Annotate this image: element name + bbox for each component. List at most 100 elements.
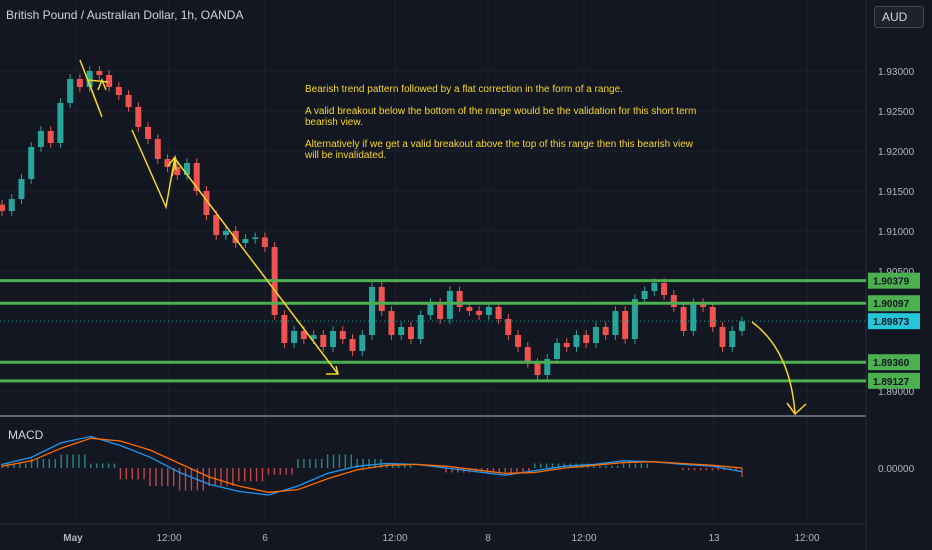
level-tag-2 (868, 354, 920, 371)
time-tick-label-6: 13 (708, 533, 720, 544)
candle-body-3 (28, 147, 35, 179)
candle-body-10 (96, 71, 103, 75)
candle-body-62 (602, 327, 609, 335)
candle-body-20 (193, 163, 200, 191)
zigzag-drawing-1 (79, 59, 109, 118)
time-tick-label-4: 8 (485, 533, 491, 544)
candle-body-40 (388, 311, 395, 335)
note-line-2: A valid breakout below the bottom of the… (305, 106, 697, 128)
candle-body-45 (437, 303, 444, 319)
price-tick-label-5: 1.90500 (878, 267, 915, 278)
candle-body-43 (417, 315, 424, 339)
macd-pane (1, 435, 743, 496)
candle-body-37 (359, 335, 366, 351)
level-tag-text-0: 1.90379 (873, 277, 910, 288)
candle-body-59 (573, 335, 580, 347)
candle-body-47 (456, 291, 463, 307)
candle-body-58 (563, 343, 570, 347)
level-tag-text-1: 1.90097 (873, 299, 910, 310)
candle-body-23 (222, 231, 229, 235)
candle-body-21 (203, 191, 210, 215)
candle-body-26 (252, 237, 259, 239)
signal-line (1, 437, 743, 493)
candle-body-1 (8, 199, 15, 211)
candle-body-60 (583, 335, 590, 343)
level-labels: 1.90379 1.90097 1.89360 1.89127 1.89873 (868, 272, 920, 389)
candle-body-12 (115, 87, 122, 95)
time-tick-label-1: 12:00 (156, 533, 181, 544)
chart-title: British Pound / Australian Dollar, 1h, O… (6, 8, 244, 22)
candle-body-76 (739, 321, 745, 331)
price-tick-label-2: 1.92000 (878, 147, 915, 158)
macd-line (1, 435, 743, 496)
current-price-text: 1.89873 (873, 317, 910, 328)
candle-body-30 (291, 331, 298, 343)
candle-body-27 (261, 237, 268, 247)
candle-body-4 (37, 131, 44, 147)
candle-body-36 (349, 339, 356, 351)
candle-body-17 (164, 159, 171, 167)
candle-body-49 (476, 311, 483, 315)
candle-body-42 (407, 327, 414, 339)
candle-body-7 (67, 79, 74, 103)
up-arrowhead-1 (97, 77, 107, 91)
level-tag-0 (868, 272, 920, 289)
candle-body-66 (641, 291, 648, 299)
price-tick-label-4: 1.91000 (878, 227, 915, 238)
macd-label: MACD (8, 428, 44, 442)
price-tick-label-3: 1.91500 (878, 187, 915, 198)
price-tick-label-1: 1.92500 (878, 107, 915, 118)
candle-body-0 (0, 204, 5, 211)
current-price-tag (868, 313, 920, 330)
candle-body-64 (622, 311, 629, 339)
candle-body-74 (719, 327, 726, 347)
candle-body-11 (106, 75, 113, 87)
price-axis[interactable]: 1.93000 1.92500 1.92000 1.91500 1.91000 1.905… (878, 67, 915, 475)
candle-body-19 (184, 163, 190, 175)
candle-body-48 (466, 307, 473, 311)
candle-body-73 (709, 307, 716, 327)
candle-body-2 (18, 179, 25, 199)
candle-body-67 (651, 283, 658, 291)
candle-body-6 (57, 103, 64, 143)
candle-body-63 (612, 311, 619, 335)
trend-drawings (79, 59, 807, 416)
candle-body-57 (554, 343, 560, 359)
level-lines[interactable] (0, 279, 866, 383)
candle-body-25 (242, 239, 249, 243)
up-arrowhead-2 (167, 155, 177, 171)
candle-body-15 (145, 127, 152, 139)
note-line-1: Bearish trend pattern followed by a flat… (305, 84, 623, 95)
candle-body-51 (495, 307, 502, 319)
price-tick-label-0: 1.93000 (878, 67, 915, 78)
projection-arrow (751, 321, 796, 414)
candle-body-54 (524, 347, 531, 363)
candle-body-75 (729, 331, 736, 347)
price-tick-label-6: 1.89000 (878, 387, 915, 398)
time-tick-label-7: 12:00 (794, 533, 819, 544)
candle-body-38 (369, 287, 375, 335)
candle-body-69 (670, 295, 677, 307)
candle-body-32 (310, 335, 317, 339)
candle-body-68 (661, 283, 668, 295)
level-tag-text-3: 1.89127 (873, 377, 910, 388)
trend-line (175, 159, 339, 375)
candle-body-61 (592, 327, 599, 343)
level-tag-text-2: 1.89360 (873, 358, 910, 369)
candle-body-14 (135, 107, 142, 127)
candle-body-18 (174, 167, 181, 175)
candle-body-72 (700, 303, 707, 307)
candle-body-5 (47, 131, 54, 143)
candle-body-16 (154, 139, 161, 159)
time-tick-label-3: 12:00 (382, 533, 407, 544)
candle-body-9 (86, 71, 93, 87)
candle-body-52 (505, 319, 512, 335)
level-tag-3 (868, 372, 920, 389)
currency-button[interactable]: AUD (874, 6, 924, 28)
projection-arrowhead (786, 402, 807, 416)
grid (0, 0, 866, 524)
candle-body-41 (398, 327, 405, 335)
candle-body-33 (320, 335, 327, 347)
